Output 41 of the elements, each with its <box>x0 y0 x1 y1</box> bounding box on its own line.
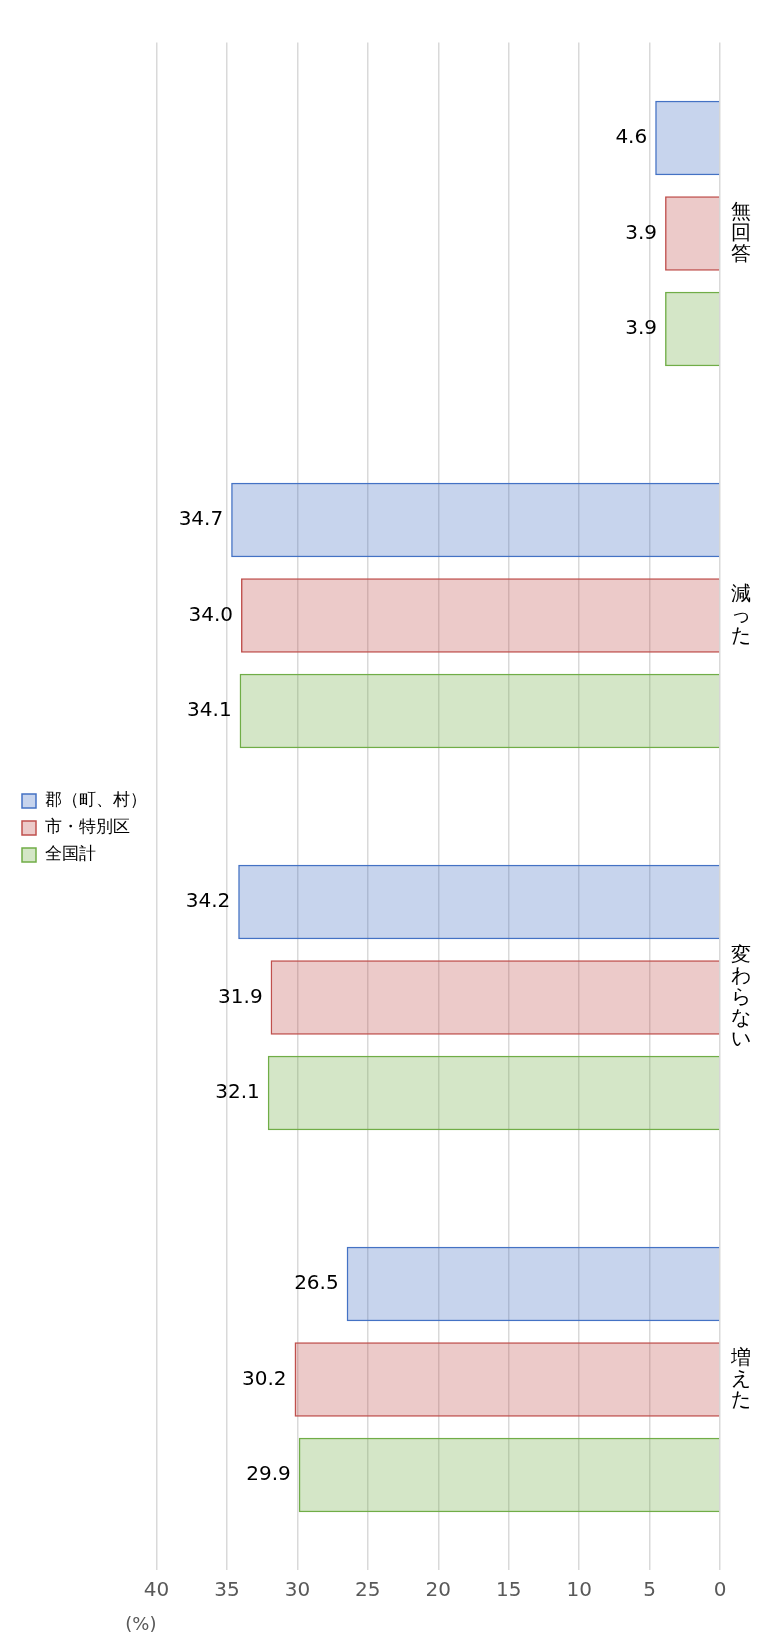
bar <box>238 864 720 940</box>
data-label: 4.6 <box>615 124 648 149</box>
data-label: 34.2 <box>185 888 231 913</box>
bar <box>267 1055 720 1131</box>
data-label: 34.7 <box>178 506 224 531</box>
data-label: 34.0 <box>188 601 234 626</box>
bar <box>231 482 720 558</box>
x-tick-label: 5 <box>643 1576 656 1601</box>
legend-label: 市・特別区 <box>44 816 130 837</box>
data-label: 34.1 <box>187 697 232 722</box>
bar <box>655 100 720 176</box>
bar <box>665 196 720 271</box>
data-label: 32.1 <box>215 1079 260 1104</box>
y-tick-label: 無回答 <box>731 198 751 265</box>
x-tick-label: 35 <box>214 1576 240 1601</box>
bar <box>346 1246 720 1322</box>
data-label: 31.9 <box>218 983 263 1008</box>
x-tick-label: 40 <box>143 1576 170 1601</box>
y-tick-label: 変わらない <box>731 941 751 1050</box>
data-label: 29.9 <box>246 1461 291 1486</box>
legend-label: 全国計 <box>44 843 96 864</box>
data-label: 3.9 <box>625 315 658 340</box>
x-tick-label: 20 <box>425 1576 451 1601</box>
bar <box>272 961 720 1034</box>
y-tick-label: 増えた <box>730 1344 751 1411</box>
data-label: 30.2 <box>242 1365 287 1390</box>
x-tick-label: 15 <box>495 1576 522 1601</box>
bar <box>242 579 720 652</box>
legend-label: 郡（町、村） <box>44 789 147 810</box>
x-tick-label: 30 <box>284 1576 311 1601</box>
bar <box>665 291 720 367</box>
x-tick-label: 0 <box>713 1576 727 1601</box>
bar <box>296 1343 720 1416</box>
x-axis-title: (%) <box>125 1612 157 1634</box>
bar <box>298 1437 720 1513</box>
y-tick-label: 減った <box>731 580 751 647</box>
data-label: 26.5 <box>294 1270 339 1295</box>
x-tick-label: 10 <box>566 1576 592 1601</box>
bar <box>239 673 720 749</box>
data-label: 3.9 <box>625 219 658 244</box>
x-tick-label: 25 <box>355 1576 381 1601</box>
